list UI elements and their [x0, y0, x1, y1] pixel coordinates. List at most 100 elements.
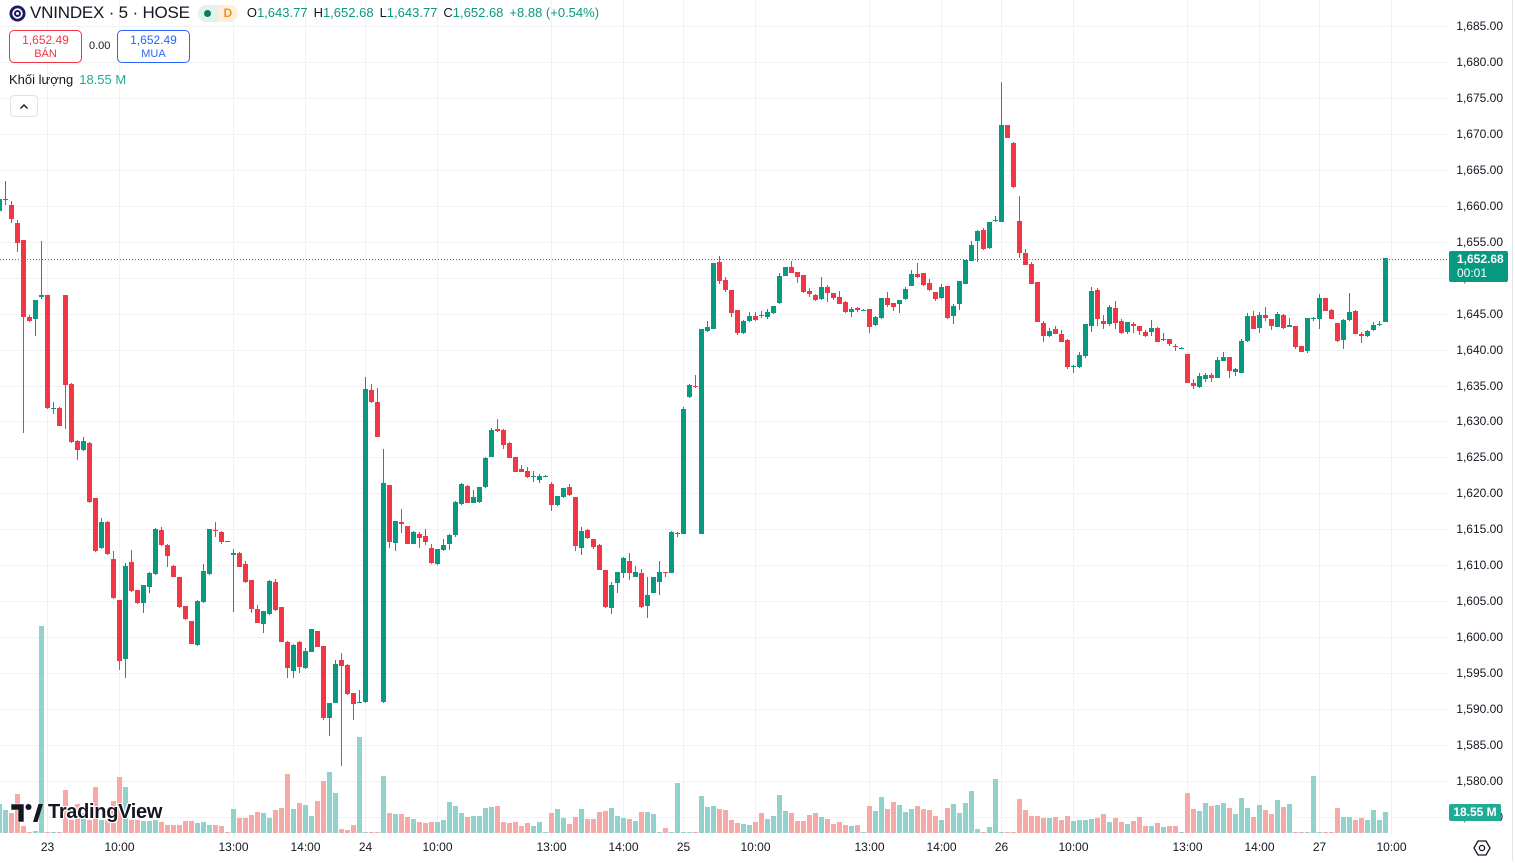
volume-bar [1191, 809, 1196, 833]
candlestick-chart[interactable] [0, 0, 1448, 861]
candle-body [1125, 322, 1130, 332]
volume-bar [303, 805, 308, 833]
candle [927, 279, 932, 291]
volume-bar [957, 813, 962, 833]
volume-bar [975, 829, 980, 833]
candle [999, 82, 1004, 222]
candle [1119, 319, 1124, 334]
grid-line-vertical [1187, 0, 1188, 837]
grid-line-vertical [1001, 0, 1002, 837]
volume-bar [99, 820, 104, 833]
candle-body [423, 536, 428, 542]
symbol-row[interactable]: VNINDEX · 5 · HOSE D O 1,643.77 H 1,652.68… [9, 3, 605, 23]
grid-line-horizontal [0, 709, 1448, 710]
candle [879, 298, 884, 319]
volume-bar [1353, 820, 1358, 833]
time-axis-label: 14:00 [1244, 840, 1275, 854]
symbol-title[interactable]: VNINDEX · 5 · HOSE [30, 3, 190, 22]
candle-body [549, 484, 554, 505]
candle-body [387, 485, 392, 542]
candle [243, 561, 248, 583]
volume-bar [0, 804, 2, 833]
candle-body [879, 298, 884, 318]
candle [459, 483, 464, 505]
volume-bar [1383, 812, 1388, 833]
candle-wick [341, 653, 342, 766]
candle-body [1287, 325, 1292, 327]
volume-bar [1101, 814, 1106, 833]
candle-wick [917, 263, 918, 278]
candle-body [1191, 383, 1196, 386]
candle-body [933, 292, 938, 299]
candle-body [291, 645, 296, 671]
volume-bar [213, 825, 218, 833]
candle-body [141, 585, 146, 603]
candle-body [447, 535, 452, 544]
candle [33, 300, 38, 336]
candle-wick [635, 566, 636, 577]
low-value: 1,643.77 [386, 5, 438, 20]
candle [309, 629, 314, 652]
candle-body [1113, 308, 1118, 323]
candle [1089, 287, 1094, 332]
candle-body [657, 572, 662, 582]
candle [903, 287, 908, 300]
candle [1041, 321, 1046, 342]
candle [1065, 339, 1070, 369]
axis-settings-button[interactable] [1472, 838, 1492, 858]
buy-button[interactable]: 1,652.49 MUA [117, 30, 190, 63]
time-axis-label: 10:00 [1058, 840, 1089, 854]
candle [129, 550, 134, 592]
candle-body [1347, 312, 1352, 320]
volume-bar [123, 787, 128, 833]
volume-bar [963, 803, 968, 833]
volume-bar [69, 820, 74, 833]
candle-body [1161, 339, 1166, 340]
volume-bar [807, 815, 812, 833]
candle-body [615, 572, 620, 583]
volume-bar [309, 816, 314, 833]
collapse-legend-button[interactable] [10, 95, 38, 117]
candle [117, 600, 122, 670]
grid-line-vertical [1391, 0, 1392, 837]
market-status-pill[interactable]: D [197, 4, 238, 22]
candle [1197, 373, 1202, 388]
price-axis[interactable]: 1,685.00 1,680.00 1,675.00 1,670.00 1,665.00… [1448, 0, 1513, 861]
volume-legend[interactable]: Khối lượng 18.55 M [9, 72, 126, 88]
chart-pane[interactable] [0, 0, 1448, 861]
candle-body [621, 558, 626, 573]
volume-bar [135, 820, 140, 833]
time-axis[interactable]: 23 10:00 13:00 14:00 24 10:00 13:00 14:00 25 10:0… [0, 838, 1448, 860]
volume-bar [1371, 810, 1376, 833]
volume-bar [723, 810, 728, 833]
candle [1131, 322, 1136, 333]
volume-bar [903, 812, 908, 833]
candle [153, 528, 158, 575]
candle-body [249, 580, 254, 609]
candle-body [951, 306, 956, 316]
candle [297, 641, 302, 673]
sell-button[interactable]: 1,652.49 BÁN [9, 30, 82, 63]
volume-bar [909, 809, 914, 833]
grid-line-horizontal [0, 242, 1448, 243]
candle-body [1047, 331, 1052, 336]
candle [1107, 305, 1112, 326]
candle-body [927, 283, 932, 290]
candle [717, 256, 722, 284]
candle [105, 521, 110, 555]
candle-body [987, 222, 992, 248]
candle-wick [401, 509, 402, 533]
volume-bar [993, 779, 998, 833]
candle-body [183, 606, 188, 619]
candle-body [759, 315, 764, 316]
candle [273, 579, 278, 611]
volume-bar [177, 825, 182, 833]
candle-body [1167, 339, 1172, 344]
volume-bar [501, 822, 506, 833]
candle-body [867, 309, 872, 327]
volume-bar [741, 824, 746, 833]
candle [1023, 249, 1028, 265]
candle-body [315, 631, 320, 647]
time-axis-label: 14:00 [926, 840, 957, 854]
tradingview-logo[interactable]: TradingView [11, 801, 162, 824]
